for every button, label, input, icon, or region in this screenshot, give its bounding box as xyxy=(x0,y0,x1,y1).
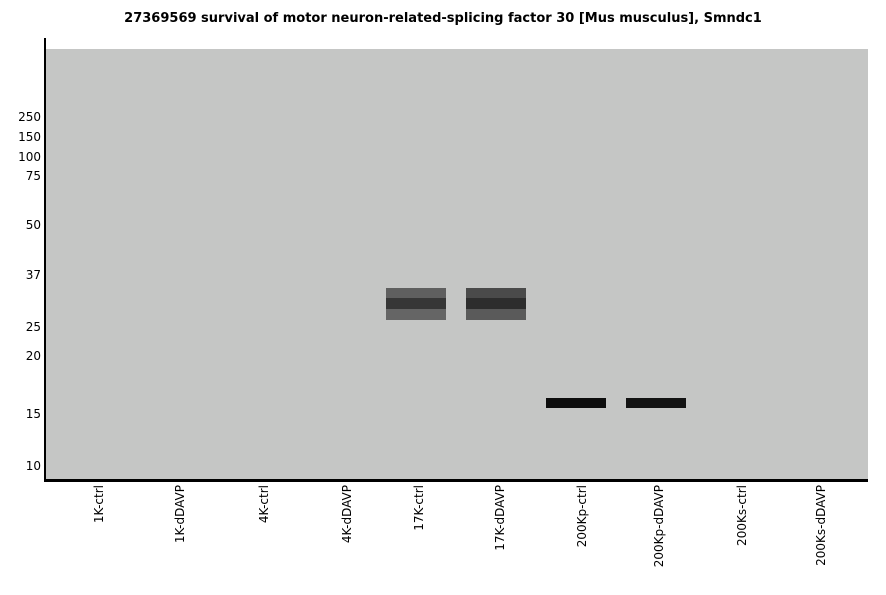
gel-band-stripe xyxy=(386,288,446,298)
gel-band-stripe xyxy=(626,398,686,408)
y-tick-label-10kda: 10 xyxy=(25,459,41,473)
y-tick-label-50kda: 50 xyxy=(25,218,41,232)
y-tick-label-150kda: 150 xyxy=(18,130,41,144)
gel-band-stripe xyxy=(466,288,526,298)
gel-band-stripe xyxy=(546,398,606,408)
y-tick-label-15kda: 15 xyxy=(25,407,41,421)
y-tick-label-250kda: 250 xyxy=(18,110,41,124)
gel-band-17k-ddavp xyxy=(466,288,526,320)
y-tick-label-37kda: 37 xyxy=(25,268,41,282)
y-tick-label-25kda: 25 xyxy=(25,320,41,334)
gel-band-17k-ctrl xyxy=(386,288,446,320)
x-axis-line xyxy=(44,479,868,482)
y-tick-label-100kda: 100 xyxy=(18,150,41,164)
gel-plot-area xyxy=(46,49,868,479)
chart-title: 27369569 survival of motor neuron-relate… xyxy=(124,11,762,26)
gel-band-stripe xyxy=(386,309,446,320)
gel-band-stripe xyxy=(466,298,526,309)
y-axis-line xyxy=(44,38,46,482)
y-tick-label-20kda: 20 xyxy=(25,349,41,363)
gel-band-200kp-ctrl xyxy=(546,398,606,408)
gel-band-200kp-ddavp xyxy=(626,398,686,408)
y-tick-label-75kda: 75 xyxy=(25,169,41,183)
gel-band-stripe xyxy=(466,309,526,320)
gel-band-stripe xyxy=(386,298,446,309)
